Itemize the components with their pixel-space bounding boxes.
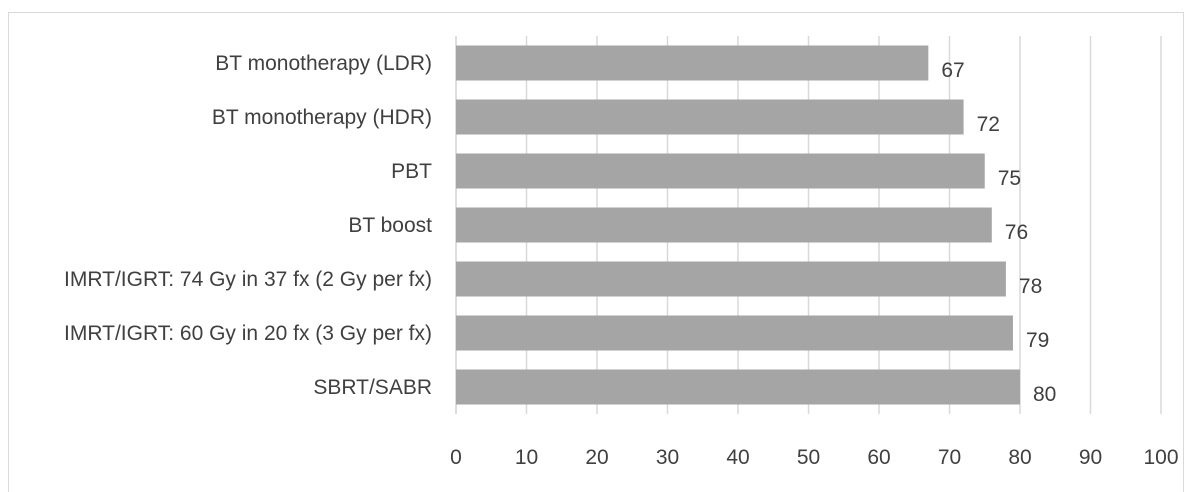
bar-2 [456,99,964,135]
data-label-2: 72 [977,113,1000,136]
x-tick-label-90: 90 [1079,446,1102,469]
category-label-1: BT monotherapy (LDR) [215,52,432,75]
data-label-7: 80 [1033,383,1056,406]
x-tick-label-70: 70 [938,446,961,469]
data-labels: 67 72 75 76 78 79 80 [941,59,1056,406]
bars [456,45,1020,405]
x-axis-tick-labels: 0 10 20 30 40 50 60 70 80 90 100 [450,446,1178,469]
category-labels: BT monotherapy (LDR) BT monotherapy (HDR)… [64,52,432,399]
x-tick-label-80: 80 [1008,446,1031,469]
x-tick-label-60: 60 [867,446,890,469]
bar-1 [456,45,929,81]
category-label-5: IMRT/IGRT: 74 Gy in 37 fx (2 Gy per fx) [64,268,432,291]
data-label-5: 78 [1019,275,1042,298]
category-label-6: IMRT/IGRT: 60 Gy in 20 fx (3 Gy per fx) [64,322,432,345]
category-label-2: BT monotherapy (HDR) [212,106,432,129]
data-label-4: 76 [1005,221,1028,244]
bar-5 [456,261,1006,297]
bar-chart: BT monotherapy (LDR) BT monotherapy (HDR)… [64,36,1179,469]
category-label-4: BT boost [348,214,432,237]
data-label-1: 67 [941,59,964,82]
category-label-7: SBRT/SABR [313,376,432,399]
data-label-6: 79 [1026,329,1049,352]
x-tick-label-20: 20 [585,446,608,469]
category-label-3: PBT [391,160,432,183]
bar-4 [456,207,992,243]
data-label-3: 75 [998,167,1021,190]
bar-7 [456,369,1020,405]
x-tick-label-100: 100 [1143,446,1178,469]
x-tick-label-0: 0 [450,446,462,469]
chart-frame [8,12,1184,492]
x-tick-label-30: 30 [656,446,679,469]
x-tick-label-50: 50 [797,446,820,469]
bar-3 [456,153,985,189]
bar-6 [456,315,1013,351]
x-tick-label-10: 10 [515,446,538,469]
x-tick-label-40: 40 [726,446,749,469]
